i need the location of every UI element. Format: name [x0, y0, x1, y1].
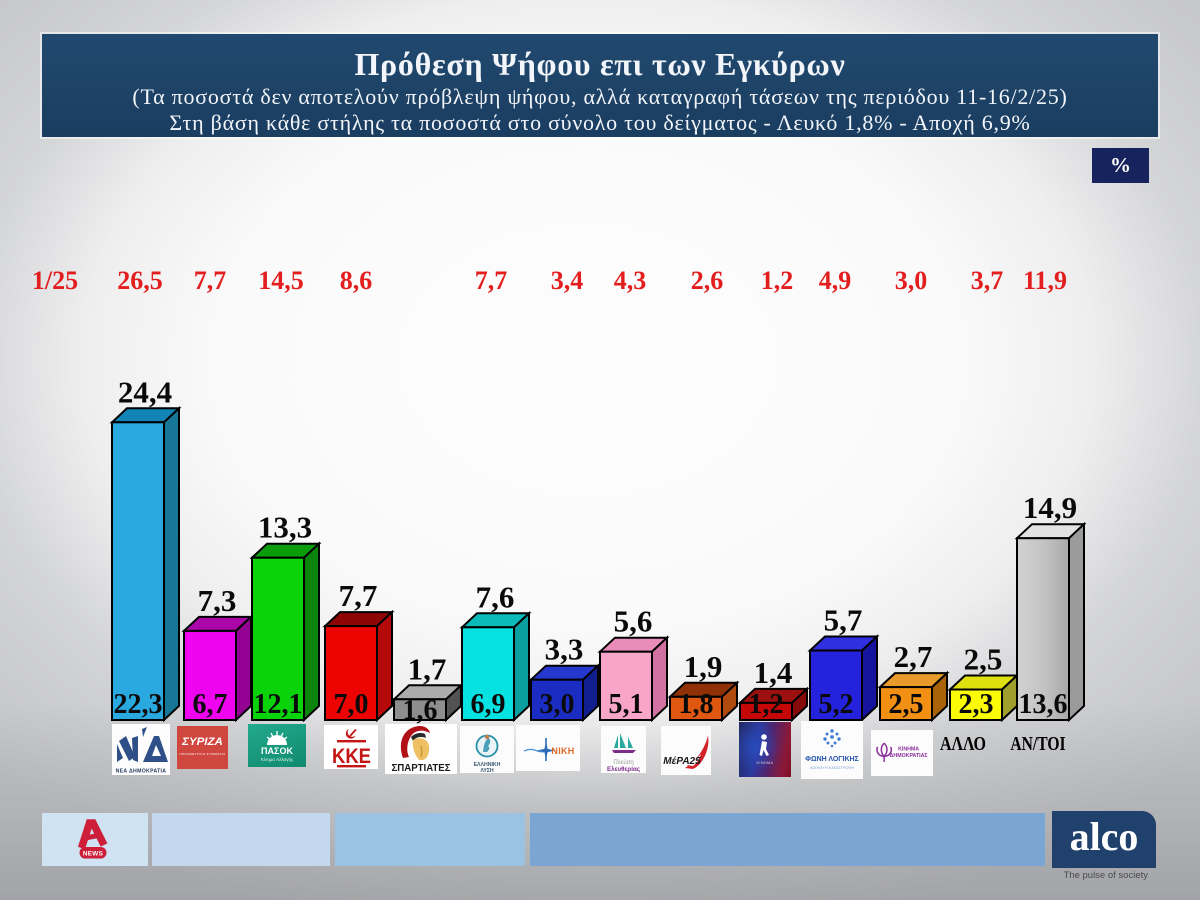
svg-text:Πλεύση: Πλεύση [613, 760, 633, 766]
svg-text:7,3: 7,3 [198, 583, 237, 618]
svg-text:12,1: 12,1 [254, 689, 303, 720]
svg-text:3,0: 3,0 [540, 689, 575, 720]
svg-text:2,3: 2,3 [959, 689, 994, 720]
svg-text:13,6: 13,6 [1019, 689, 1068, 720]
svg-text:2,5: 2,5 [964, 642, 1003, 677]
svg-text:ΝΕΑ ΔΗΜΟΚΡΑΤΙΑ: ΝΕΑ ΔΗΜΟΚΡΑΤΙΑ [116, 769, 167, 775]
svg-text:7,0: 7,0 [334, 689, 369, 720]
svg-text:ΚΙΝΗΜΑ: ΚΙΝΗΜΑ [757, 761, 774, 765]
svg-text:ΜέΡΑ25: ΜέΡΑ25 [663, 756, 701, 767]
svg-text:ΠΑΣΟΚ: ΠΑΣΟΚ [261, 746, 293, 756]
svg-text:Ελευθερίας: Ελευθερίας [607, 766, 640, 773]
svg-text:ΕΛΛΗΝΙΚΗ: ΕΛΛΗΝΙΚΗ [474, 762, 501, 768]
svg-text:6,7: 6,7 [193, 689, 228, 720]
svg-text:1,7: 1,7 [408, 651, 447, 686]
svg-text:Κίνημα Αλλαγής: Κίνημα Αλλαγής [261, 756, 294, 762]
svg-text:ΛΥΣΗ: ΛΥΣΗ [480, 768, 494, 773]
svg-text:24,4: 24,4 [118, 374, 172, 409]
svg-text:1,2: 1,2 [749, 689, 784, 720]
svg-text:5,1: 5,1 [609, 689, 644, 720]
svg-text:6,9: 6,9 [471, 689, 506, 720]
svg-text:22,3: 22,3 [114, 689, 163, 720]
svg-text:7,6: 7,6 [476, 579, 515, 614]
svg-text:5,2: 5,2 [819, 689, 854, 720]
svg-text:7,7: 7,7 [339, 578, 378, 613]
svg-text:NEWS: NEWS [83, 851, 104, 858]
svg-text:13,3: 13,3 [258, 510, 312, 545]
svg-text:1,4: 1,4 [754, 655, 793, 690]
svg-text:ΝΙΚΗ: ΝΙΚΗ [551, 746, 574, 756]
svg-text:2,5: 2,5 [889, 689, 924, 720]
svg-text:1,6: 1,6 [403, 695, 438, 726]
svg-text:ΔΗΜΟΚΡΑΤΙΑΣ: ΔΗΜΟΚΡΑΤΙΑΣ [890, 753, 928, 759]
svg-text:2,7: 2,7 [894, 639, 933, 674]
svg-text:ΣΠΑΡΤΙΑΤΕΣ: ΣΠΑΡΤΙΑΤΕΣ [391, 763, 450, 774]
svg-text:14,9: 14,9 [1023, 490, 1077, 525]
svg-text:5,6: 5,6 [614, 604, 653, 639]
svg-text:3,3: 3,3 [545, 632, 584, 667]
svg-text:5,7: 5,7 [824, 603, 863, 638]
svg-text:ΛΟΓΙΚΗ Ή ΚΑΤΑΣΤΡΟΦΗ: ΛΟΓΙΚΗ Ή ΚΑΤΑΣΤΡΟΦΗ [810, 766, 855, 770]
svg-text:1,8: 1,8 [679, 689, 714, 720]
svg-text:ΦΩΝΗ ΛΟΓΙΚΗΣ: ΦΩΝΗ ΛΟΓΙΚΗΣ [805, 756, 859, 763]
svg-text:ΚΙΝΗΜΑ: ΚΙΝΗΜΑ [898, 747, 919, 753]
svg-text:ΚΚΕ: ΚΚΕ [332, 745, 371, 768]
svg-text:1,9: 1,9 [684, 649, 723, 684]
